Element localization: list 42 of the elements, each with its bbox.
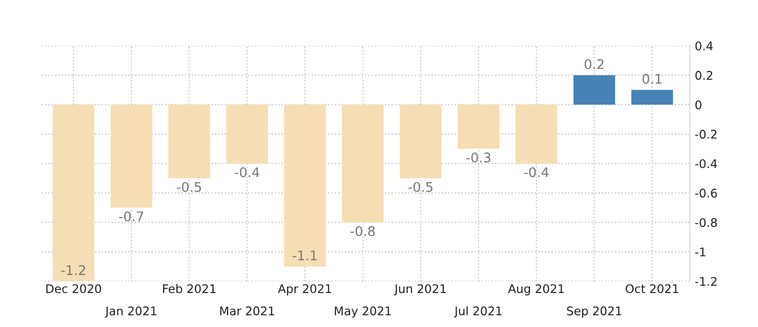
bar (631, 90, 673, 105)
bar (226, 104, 268, 164)
data-label: -1.2 (61, 265, 86, 275)
y-tick-label: 0.4 (695, 42, 713, 50)
data-label: 0.1 (642, 74, 662, 84)
x-tick-label: Jun 2021 (394, 284, 446, 296)
bar (284, 104, 326, 267)
bar (516, 104, 558, 164)
x-tick-label: Jan 2021 (104, 306, 156, 318)
bar (400, 104, 442, 178)
bar (342, 104, 384, 222)
x-tick-label: Apr 2021 (278, 284, 331, 296)
data-label: -0.4 (234, 167, 260, 178)
x-tick-label: Sep 2021 (567, 306, 622, 318)
data-label: -0.8 (350, 226, 375, 236)
data-label: -1.1 (292, 250, 317, 260)
x-tick-label: May 2021 (334, 306, 391, 318)
y-tick-label: -0.8 (695, 218, 717, 228)
y-tick-label: -0.6 (695, 188, 717, 198)
data-label: -0.3 (466, 152, 490, 163)
bar (573, 75, 616, 105)
x-tick-label: Oct 2021 (626, 284, 678, 294)
data-label: 0.2 (584, 59, 604, 70)
x-tick-label: Feb 2021 (163, 284, 216, 294)
x-tick-label: Jul 2021 (454, 306, 502, 318)
data-label: -0.4 (524, 167, 549, 178)
y-tick-label: -1.2 (695, 276, 716, 286)
y-tick-label: 0 (695, 100, 702, 110)
x-tick-label: Aug 2021 (508, 284, 564, 296)
bar (52, 104, 94, 282)
y-tick-label: -1 (695, 248, 706, 256)
data-label: -0.7 (119, 211, 144, 222)
data-label: -0.5 (177, 182, 201, 192)
y-tick-label: 0.2 (695, 70, 712, 80)
data-label: -0.5 (408, 182, 432, 192)
x-tick-label: Mar 2021 (220, 306, 274, 316)
x-tick-label: Dec 2020 (46, 284, 102, 294)
bar (168, 104, 210, 178)
y-tick-label: -0.4 (695, 159, 718, 168)
bar (110, 104, 152, 208)
bar (458, 104, 500, 149)
y-tick-label: -0.2 (695, 130, 716, 139)
